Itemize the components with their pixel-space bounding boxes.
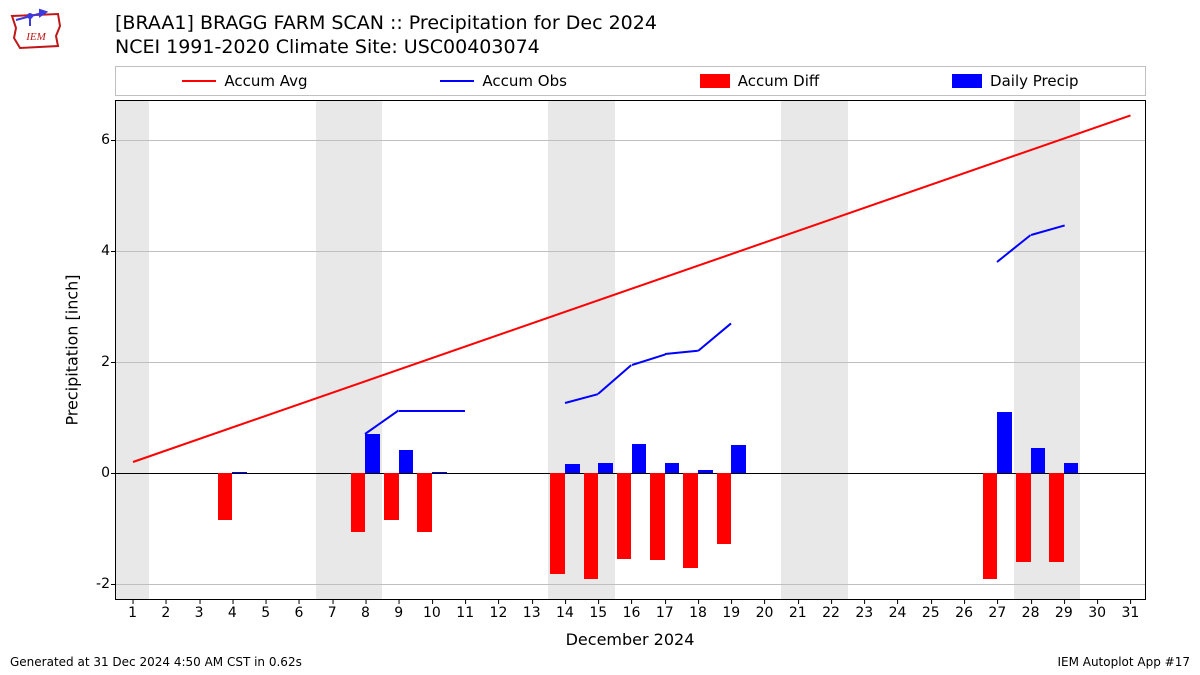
x-tick: 2 bbox=[161, 605, 170, 621]
x-tick: 22 bbox=[822, 605, 840, 621]
accum-obs-line bbox=[399, 410, 432, 412]
svg-text:IEM: IEM bbox=[25, 31, 46, 43]
daily-precip-bar bbox=[598, 463, 613, 473]
x-tick: 26 bbox=[955, 605, 973, 621]
accum-diff-bar bbox=[983, 473, 998, 579]
plot-area: -202461234567891011121314151617181920212… bbox=[115, 100, 1146, 600]
x-tick: 13 bbox=[523, 605, 541, 621]
x-tick: 1 bbox=[128, 605, 137, 621]
x-tick: 29 bbox=[1055, 605, 1073, 621]
x-tick: 10 bbox=[423, 605, 441, 621]
x-tick: 15 bbox=[589, 605, 607, 621]
y-tick: 0 bbox=[101, 465, 110, 481]
accum-obs-line bbox=[631, 353, 665, 365]
x-tick: 20 bbox=[756, 605, 774, 621]
footer-generated: Generated at 31 Dec 2024 4:50 AM CST in … bbox=[10, 655, 302, 669]
gridline bbox=[116, 251, 1145, 252]
accum-obs-line bbox=[432, 410, 465, 412]
x-tick: 19 bbox=[722, 605, 740, 621]
chart-title: [BRAA1] BRAGG FARM SCAN :: Precipitation… bbox=[115, 12, 657, 60]
x-tick: 27 bbox=[988, 605, 1006, 621]
legend-line-swatch bbox=[440, 80, 474, 82]
accum-diff-bar bbox=[617, 473, 632, 559]
legend-item: Accum Obs bbox=[440, 72, 567, 90]
accum-diff-bar bbox=[584, 473, 599, 579]
x-tick: 3 bbox=[195, 605, 204, 621]
x-tick: 23 bbox=[855, 605, 873, 621]
y-tick: -2 bbox=[96, 576, 110, 592]
y-axis-label: Precipitation [inch] bbox=[63, 274, 82, 425]
daily-precip-bar bbox=[432, 472, 447, 474]
accum-obs-line bbox=[697, 322, 732, 351]
accum-diff-bar bbox=[650, 473, 665, 560]
legend-patch-swatch bbox=[700, 74, 730, 88]
x-tick: 6 bbox=[294, 605, 303, 621]
legend-label: Accum Diff bbox=[738, 72, 819, 90]
accum-diff-bar bbox=[417, 473, 432, 531]
accum-obs-line bbox=[665, 350, 698, 355]
x-tick: 30 bbox=[1088, 605, 1106, 621]
x-tick: 21 bbox=[789, 605, 807, 621]
weekend-band bbox=[781, 101, 848, 599]
weekend-band bbox=[316, 101, 383, 599]
accum-diff-bar bbox=[218, 473, 233, 520]
daily-precip-bar bbox=[731, 445, 746, 473]
y-tick: 6 bbox=[101, 132, 110, 148]
daily-precip-bar bbox=[1064, 463, 1079, 473]
x-tick: 25 bbox=[922, 605, 940, 621]
weekend-band bbox=[116, 101, 149, 599]
footer-appid: IEM Autoplot App #17 bbox=[1057, 655, 1190, 669]
gridline bbox=[116, 584, 1145, 585]
gridline bbox=[116, 140, 1145, 141]
x-tick: 18 bbox=[689, 605, 707, 621]
accum-diff-bar bbox=[1049, 473, 1064, 562]
x-tick: 12 bbox=[490, 605, 508, 621]
title-line-1: [BRAA1] BRAGG FARM SCAN :: Precipitation… bbox=[115, 12, 657, 36]
legend-patch-swatch bbox=[952, 74, 982, 88]
legend-item: Daily Precip bbox=[952, 72, 1079, 90]
x-tick: 5 bbox=[261, 605, 270, 621]
x-tick: 11 bbox=[456, 605, 474, 621]
y-tick: 4 bbox=[101, 243, 110, 259]
accum-diff-bar bbox=[351, 473, 366, 531]
x-tick: 7 bbox=[328, 605, 337, 621]
daily-precip-bar bbox=[1031, 448, 1046, 473]
accum-diff-bar bbox=[1016, 473, 1031, 562]
daily-precip-bar bbox=[365, 434, 380, 473]
accum-diff-bar bbox=[384, 473, 399, 520]
daily-precip-bar bbox=[698, 470, 713, 473]
x-tick: 24 bbox=[889, 605, 907, 621]
gridline bbox=[116, 362, 1145, 363]
x-tick: 14 bbox=[556, 605, 574, 621]
legend-label: Accum Avg bbox=[224, 72, 307, 90]
legend-item: Accum Avg bbox=[182, 72, 307, 90]
daily-precip-bar bbox=[232, 472, 247, 473]
x-tick: 16 bbox=[623, 605, 641, 621]
legend-line-swatch bbox=[182, 80, 216, 82]
x-tick: 17 bbox=[656, 605, 674, 621]
daily-precip-bar bbox=[632, 444, 647, 473]
iem-logo: IEM bbox=[6, 6, 66, 54]
y-tick: 2 bbox=[101, 354, 110, 370]
accum-diff-bar bbox=[717, 473, 732, 544]
accum-diff-bar bbox=[683, 473, 698, 567]
x-tick: 4 bbox=[228, 605, 237, 621]
legend-label: Accum Obs bbox=[482, 72, 567, 90]
daily-precip-bar bbox=[997, 412, 1012, 473]
x-tick: 9 bbox=[394, 605, 403, 621]
daily-precip-bar bbox=[399, 450, 414, 473]
daily-precip-bar bbox=[565, 464, 580, 473]
x-axis-label: December 2024 bbox=[566, 630, 695, 649]
accum-avg-line bbox=[132, 114, 1130, 463]
accum-diff-bar bbox=[550, 473, 565, 574]
x-tick: 28 bbox=[1022, 605, 1040, 621]
legend-item: Accum Diff bbox=[700, 72, 819, 90]
legend: Accum Avg Accum Obs Accum Diff Daily Precip bbox=[115, 66, 1146, 96]
daily-precip-bar bbox=[665, 463, 680, 474]
x-tick: 31 bbox=[1121, 605, 1139, 621]
legend-label: Daily Precip bbox=[990, 72, 1079, 90]
title-line-2: NCEI 1991-2020 Climate Site: USC00403074 bbox=[115, 36, 657, 60]
x-tick: 8 bbox=[361, 605, 370, 621]
